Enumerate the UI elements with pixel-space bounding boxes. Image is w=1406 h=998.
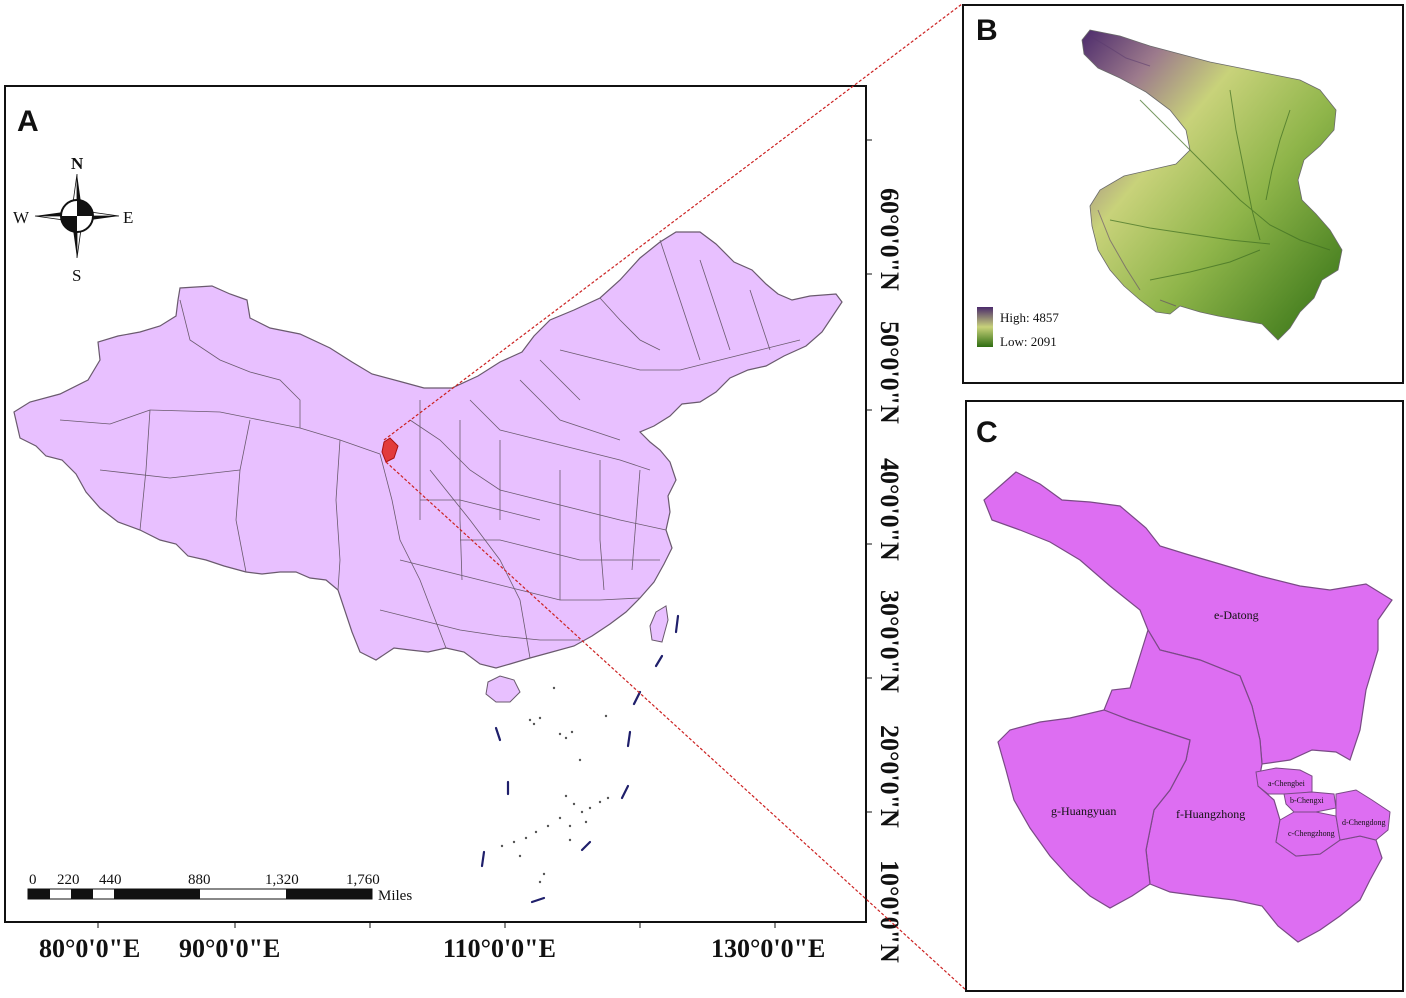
lon-label-110: 110°0'0"E: [443, 934, 556, 963]
lat-label-30: 30°0'0"N: [875, 590, 904, 693]
label-e-datong: e-Datong: [1214, 608, 1259, 622]
label-d-chengdong: d-Chengdong: [1342, 818, 1386, 827]
panel-a-letter: A: [17, 105, 39, 138]
compass-rose: N S E W: [13, 154, 133, 285]
study-area-highlight: [381, 437, 399, 463]
compass-n: N: [71, 154, 84, 173]
scale-tick-1760: 1,760: [346, 872, 380, 888]
lat-label-40: 40°0'0"N: [875, 458, 904, 561]
lon-label-130: 130°0'0"E: [711, 934, 825, 963]
south-sea-islands: [500, 686, 610, 884]
scale-bar: 0 220 440 880 1,320 1,760 Miles: [27, 872, 412, 904]
lon-label-90: 90°0'0"E: [179, 934, 280, 963]
scale-tick-220: 220: [57, 872, 80, 888]
label-f-huangzhong: f-Huangzhong: [1176, 807, 1245, 821]
panel-b: B High: 4857 Low: 2091: [962, 4, 1404, 384]
lat-label-50: 50°0'0"N: [875, 321, 904, 424]
legend-low: Low: 2091: [1000, 334, 1057, 349]
lat-label-20: 20°0'0"N: [875, 725, 904, 828]
scale-tick-880: 880: [188, 872, 211, 888]
label-c-chengzhong: c-Chengzhong: [1288, 829, 1335, 838]
latitude-labels: 60°0'0"N 50°0'0"N 40°0'0"N 30°0'0"N 20°0…: [875, 188, 904, 963]
longitude-ticks: [97, 922, 776, 928]
dem-elevation-map: [1081, 29, 1343, 341]
district-e-datong: [983, 471, 1393, 765]
scale-unit: Miles: [378, 888, 412, 904]
nine-dash-line: [480, 614, 680, 904]
panel-b-letter: B: [976, 14, 998, 47]
district-d-chengdong: [1335, 789, 1391, 841]
china-landmass: [13, 231, 843, 669]
district-b-chengxi: [1283, 791, 1337, 813]
scale-tick-0: 0: [29, 872, 37, 888]
compass-e: E: [123, 208, 133, 227]
hainan-island: [485, 675, 521, 703]
legend-high: High: 4857: [1000, 310, 1059, 325]
lon-label-80: 80°0'0"E: [39, 934, 140, 963]
scale-tick-1320: 1,320: [265, 872, 299, 888]
compass-icon: [34, 173, 120, 259]
dem-drainage: [1109, 89, 1331, 281]
compass-w: W: [13, 208, 30, 227]
label-b-chengxi: b-Chengxi: [1290, 796, 1325, 805]
panel-c-letter: C: [976, 416, 998, 449]
internal-boundaries: [59, 239, 801, 659]
legend-gradient-swatch: [977, 307, 993, 347]
scale-tick-440: 440: [99, 872, 122, 888]
dem-ridges: [1089, 35, 1177, 307]
lat-label-60: 60°0'0"N: [875, 188, 904, 291]
label-g-huangyuan: g-Huangyuan: [1051, 804, 1116, 818]
compass-s: S: [72, 266, 81, 285]
panel-c: C e-Datong f-Huangzhong g-Huangyuan a-Ch…: [965, 400, 1404, 992]
taiwan-island: [649, 605, 669, 643]
panel-a: A: [4, 85, 904, 963]
latitude-ticks: [866, 139, 872, 813]
longitude-labels: 80°0'0"E 90°0'0"E 110°0'0"E 130°0'0"E: [39, 934, 825, 963]
zoom-connector-lines: [383, 3, 968, 992]
dem-legend: High: 4857 Low: 2091: [977, 307, 1059, 349]
label-a-chengbei: a-Chengbei: [1268, 779, 1306, 788]
district-g-huangyuan: [997, 709, 1191, 909]
